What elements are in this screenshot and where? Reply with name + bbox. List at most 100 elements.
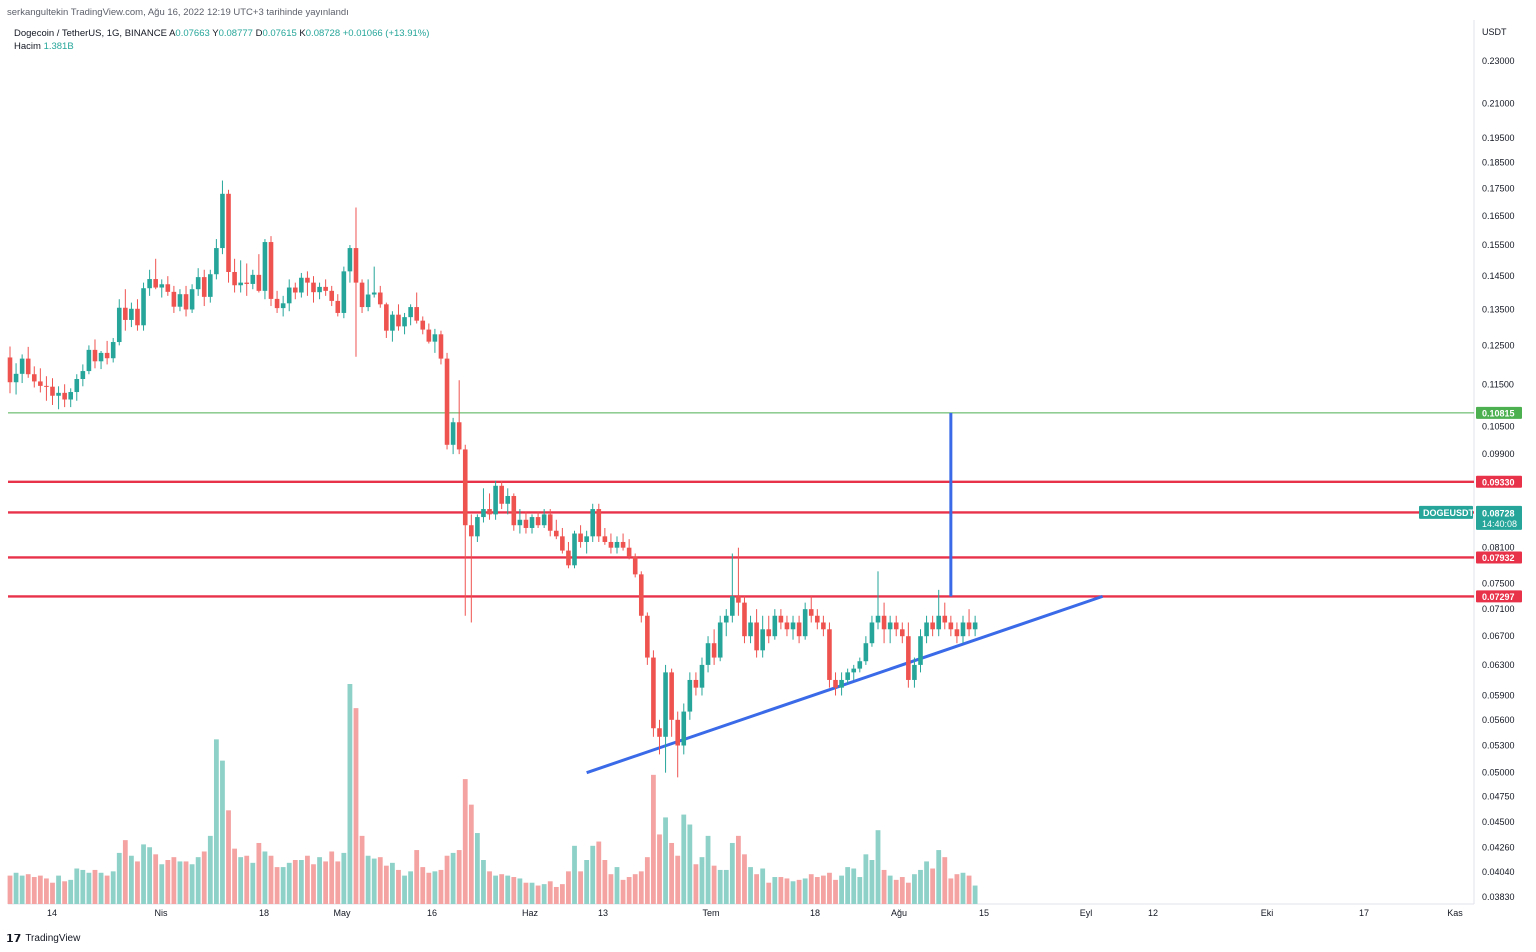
volume-bar (905, 882, 911, 904)
candle-body (341, 271, 347, 313)
volume-bar (893, 879, 899, 904)
price-tick-label: 0.09900 (1482, 449, 1515, 459)
candle-body (68, 392, 73, 400)
volume-bar (954, 874, 960, 904)
candle-body (711, 643, 717, 658)
volume-bar (693, 864, 699, 904)
drawings (586, 412, 1104, 775)
candle-body (584, 536, 589, 542)
volume-bar (68, 879, 74, 904)
price-tick-label: 0.12500 (1482, 340, 1515, 350)
candle-body (535, 517, 541, 526)
volume-label[interactable]: Hacim (14, 41, 41, 52)
price-tick-label: 0.04040 (1482, 867, 1515, 877)
volume-bar (899, 877, 905, 904)
volume-bar (31, 877, 37, 904)
volume-bar (790, 881, 796, 904)
volume-bar (86, 872, 92, 904)
candle-body (529, 517, 535, 528)
candle-body (201, 277, 207, 297)
candle-body (305, 277, 310, 283)
axis-unit: USDT (1482, 27, 1507, 37)
candle-body (851, 668, 857, 673)
level-badge (1476, 551, 1522, 564)
candle-body (226, 193, 231, 272)
volume-bar (778, 877, 784, 904)
tradingview-branding[interactable]: 𝟭𝟳 TradingView (6, 932, 80, 945)
volume-bar (487, 871, 492, 904)
countdown-label: 14:40:08 (1482, 519, 1517, 529)
candle-body (438, 334, 444, 359)
volume-bar (286, 862, 292, 904)
time-tick-label: May (333, 908, 351, 918)
low-value: 0.07615 (262, 28, 297, 39)
volume-bar (711, 865, 717, 904)
candle-body (123, 307, 128, 320)
price-tick-label: 0.05600 (1482, 715, 1515, 725)
candle-body (912, 664, 917, 680)
volume-bar (153, 854, 159, 904)
volume-bar (189, 864, 195, 904)
candle-body (924, 622, 929, 637)
candle-body (171, 291, 177, 307)
candle-body (821, 622, 826, 630)
candle-body (717, 622, 723, 658)
volume-bar (614, 867, 620, 904)
candle-body (863, 643, 869, 662)
candle-body (936, 615, 942, 630)
volume-bar (839, 875, 844, 904)
volume-bar (56, 875, 61, 904)
high-value: 0.08777 (218, 28, 253, 39)
volume-legend: Hacim 1.381B (14, 41, 74, 52)
volume-bar (481, 860, 486, 904)
candle-body (875, 615, 881, 623)
volume-bar (687, 824, 693, 904)
candle-body (444, 358, 450, 445)
volume-bar (122, 840, 128, 904)
volume-bar (972, 885, 978, 904)
candle-body (38, 381, 43, 386)
candle-body (808, 609, 814, 616)
candle-body (651, 657, 656, 729)
volume-bar (626, 877, 632, 904)
volume-bar (578, 871, 583, 904)
price-tick-label: 0.07500 (1482, 579, 1515, 589)
candle-body (778, 615, 784, 623)
volume-bar (808, 874, 814, 904)
price-tick-label: 0.04260 (1482, 842, 1515, 852)
candle-body (129, 308, 134, 320)
volume-bar (74, 868, 80, 904)
candle-body (887, 622, 893, 630)
time-tick-label: 12 (1148, 908, 1158, 918)
candle-body (681, 711, 687, 746)
volume-bar (238, 857, 244, 904)
volume-bar (875, 830, 881, 904)
tradingview-logo-icon: 𝟭𝟳 (6, 933, 22, 945)
symbol-title[interactable]: Dogecoin / TetherUS, 1G, BINANCE (14, 28, 167, 39)
candle-body (766, 629, 772, 637)
candle-body (92, 349, 98, 362)
volume-bar (566, 871, 571, 904)
candle-body (511, 495, 517, 526)
volume-bar (511, 877, 517, 904)
ascending-trendline (586, 594, 1104, 775)
level-badge-label: 0.07932 (1482, 553, 1515, 563)
time-tick-label: 15 (979, 908, 989, 918)
volume-bar (717, 869, 723, 904)
candle-body (359, 282, 365, 308)
candle-body (214, 248, 219, 275)
candle-body (499, 485, 504, 504)
candle-body (7, 357, 13, 383)
volume-bar (201, 851, 207, 904)
volume-bar (918, 869, 923, 904)
candle-body (930, 622, 935, 630)
volume-bar (256, 842, 262, 904)
volume-bar (177, 861, 183, 904)
candle-body (44, 385, 49, 387)
volume-bar (147, 847, 153, 904)
price-tick-label: 0.05000 (1482, 768, 1515, 778)
horizontal-levels (8, 412, 1474, 598)
level-badge-label: 0.09330 (1482, 477, 1515, 487)
candle-body (669, 672, 674, 720)
